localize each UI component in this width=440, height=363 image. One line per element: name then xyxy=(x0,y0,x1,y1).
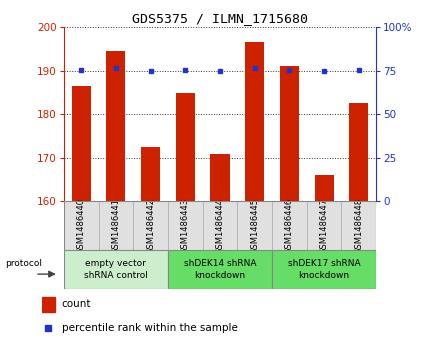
Bar xyxy=(245,42,264,201)
Text: GSM1486448: GSM1486448 xyxy=(354,198,363,254)
Text: empty vector
shRNA control: empty vector shRNA control xyxy=(84,259,148,280)
Bar xyxy=(72,86,91,201)
Bar xyxy=(237,201,272,250)
Text: GSM1486442: GSM1486442 xyxy=(146,198,155,254)
Title: GDS5375 / ILMN_1715680: GDS5375 / ILMN_1715680 xyxy=(132,12,308,25)
Bar xyxy=(42,297,55,312)
Text: count: count xyxy=(62,299,91,309)
Text: GSM1486445: GSM1486445 xyxy=(250,198,259,254)
Bar xyxy=(99,201,133,250)
Bar xyxy=(280,66,299,201)
Text: GSM1486444: GSM1486444 xyxy=(216,198,224,254)
Bar xyxy=(203,201,237,250)
Text: shDEK17 shRNA
knockdown: shDEK17 shRNA knockdown xyxy=(288,259,360,280)
Bar xyxy=(210,154,230,201)
Bar xyxy=(349,103,368,201)
Text: percentile rank within the sample: percentile rank within the sample xyxy=(62,323,238,333)
Bar xyxy=(141,147,160,201)
Bar xyxy=(64,201,99,250)
Text: GSM1486447: GSM1486447 xyxy=(319,198,329,254)
Text: GSM1486440: GSM1486440 xyxy=(77,198,86,254)
Bar xyxy=(168,201,203,250)
Text: protocol: protocol xyxy=(5,259,42,268)
Bar xyxy=(106,51,125,201)
Text: GSM1486446: GSM1486446 xyxy=(285,198,294,254)
Bar xyxy=(168,250,272,289)
Bar xyxy=(315,175,334,201)
Bar xyxy=(176,93,195,201)
Bar xyxy=(64,250,168,289)
Text: GSM1486441: GSM1486441 xyxy=(111,198,121,254)
Bar xyxy=(341,201,376,250)
Bar xyxy=(307,201,341,250)
Bar xyxy=(272,201,307,250)
Text: GSM1486443: GSM1486443 xyxy=(181,198,190,254)
Text: shDEK14 shRNA
knockdown: shDEK14 shRNA knockdown xyxy=(184,259,256,280)
Bar xyxy=(133,201,168,250)
Bar xyxy=(272,250,376,289)
